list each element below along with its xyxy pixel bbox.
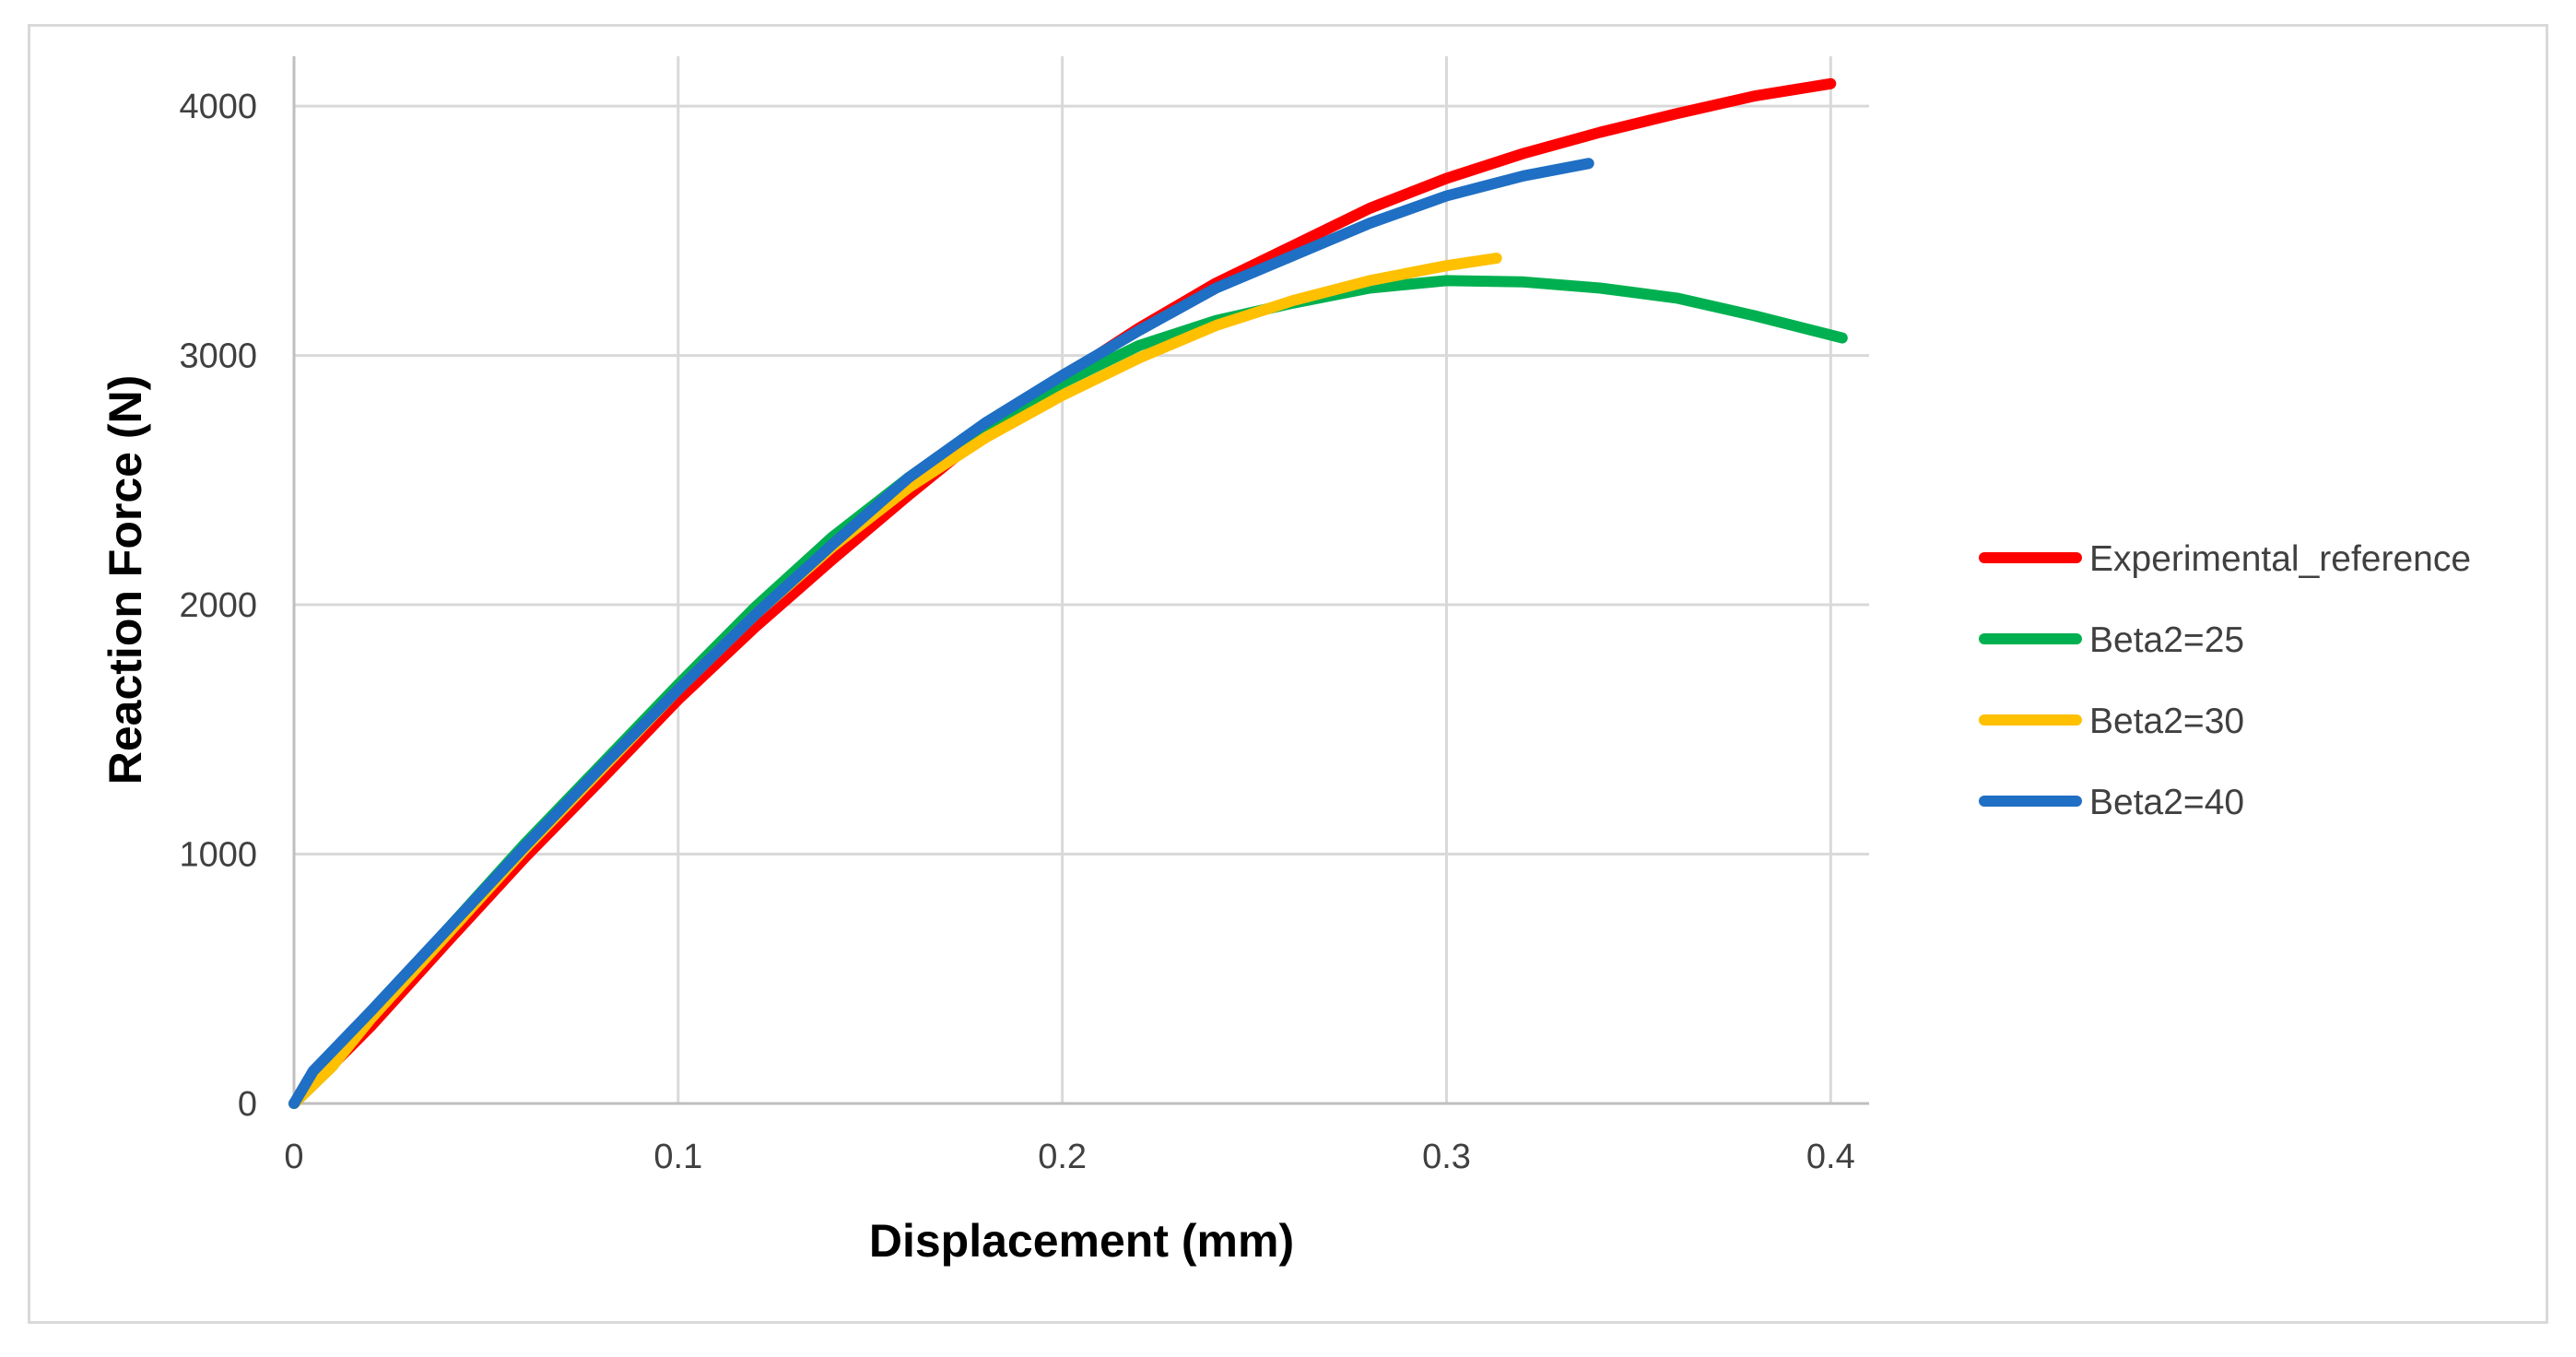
y-axis-title: Reaction Force (N) xyxy=(100,375,151,785)
series-lines xyxy=(288,77,1848,1109)
tick-labels: 0 1000 2000 3000 4000 0 0.1 0.2 0.3 0.4 xyxy=(179,88,1854,1176)
legend-label: Beta2=30 xyxy=(2089,702,2244,741)
gridlines xyxy=(294,56,1869,1103)
x-tick-label: 0 xyxy=(284,1138,303,1176)
y-tick-label: 3000 xyxy=(179,337,257,376)
x-tick-label: 0.2 xyxy=(1038,1138,1087,1176)
x-tick-label: 0.4 xyxy=(1806,1138,1855,1176)
y-tick-label: 4000 xyxy=(179,88,257,126)
legend: Experimental_reference Beta2=25 Beta2=30 Be… xyxy=(1979,539,2471,822)
x-axis-title: Displacement (mm) xyxy=(869,1215,1294,1267)
x-tick-label: 0.3 xyxy=(1422,1138,1471,1176)
y-tick-label: 1000 xyxy=(179,836,257,875)
series-line-4 xyxy=(288,158,1594,1109)
series-line-2 xyxy=(288,275,1848,1109)
y-tick-label: 2000 xyxy=(179,586,257,625)
chart-frame: 0 1000 2000 3000 4000 0 0.1 0.2 0.3 0.4 Experimen… xyxy=(28,24,2548,1324)
y-tick-label: 0 xyxy=(238,1085,257,1124)
line-chart: 0 1000 2000 3000 4000 0 0.1 0.2 0.3 0.4 Experimen… xyxy=(100,56,2471,1267)
axes xyxy=(292,56,1869,1105)
x-tick-label: 0.1 xyxy=(653,1138,702,1176)
legend-label: Experimental_reference xyxy=(2089,539,2471,579)
legend-label: Beta2=25 xyxy=(2089,620,2244,660)
legend-label: Beta2=40 xyxy=(2089,783,2244,822)
series-line-3 xyxy=(288,253,1502,1109)
